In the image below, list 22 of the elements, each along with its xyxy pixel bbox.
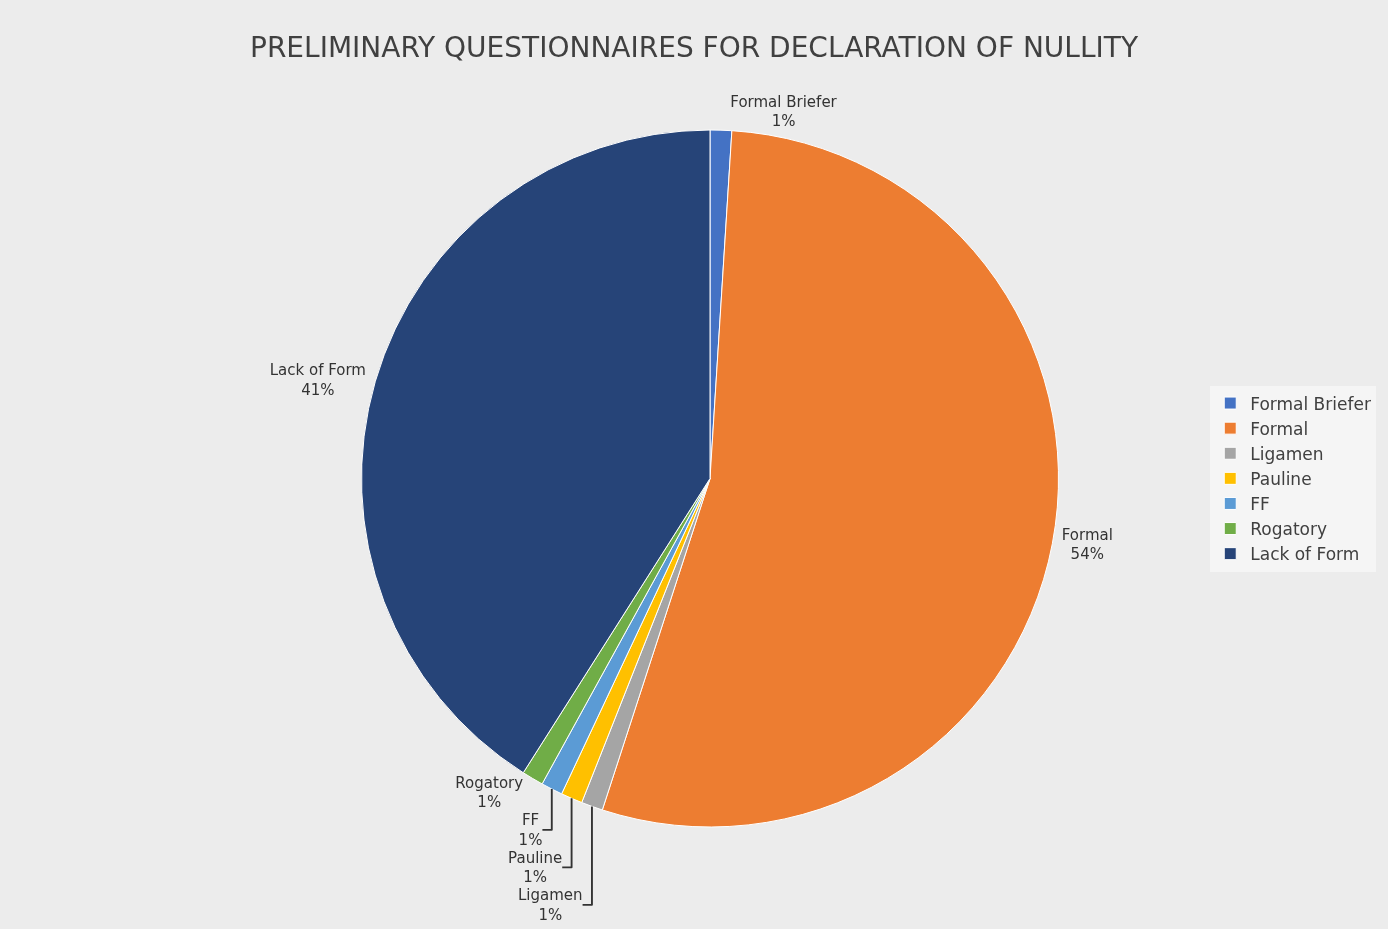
slice-label: Ligamen xyxy=(517,886,583,905)
data-label: 54% xyxy=(1070,545,1104,564)
data-label: 1% xyxy=(538,905,563,924)
legend-label: Formal xyxy=(1250,418,1309,439)
chart-title: PRELIMINARY QUESTIONNAIRES FOR DECLARATION OF NULLITY xyxy=(250,30,1139,64)
slice-label: Rogatory xyxy=(455,773,524,792)
slice-label: FF xyxy=(521,811,540,830)
legend-label: Pauline xyxy=(1250,468,1312,489)
slice-label: Formal xyxy=(1061,525,1113,544)
slice-label: Pauline xyxy=(508,848,563,867)
data-label: 1% xyxy=(771,112,796,131)
legend-label: Ligamen xyxy=(1250,443,1324,464)
data-label: 1% xyxy=(477,793,502,812)
legend-label: FF xyxy=(1250,494,1270,515)
slice-label: Formal Briefer xyxy=(730,92,838,111)
data-label: 41% xyxy=(301,380,335,399)
legend-label: Formal Briefer xyxy=(1250,393,1371,414)
slice-label: Lack of Form xyxy=(269,361,366,380)
data-label: 1% xyxy=(518,830,543,849)
legend-label: Rogatory xyxy=(1250,519,1328,540)
legend-label: Lack of Form xyxy=(1250,544,1360,565)
data-label: 1% xyxy=(523,868,548,887)
